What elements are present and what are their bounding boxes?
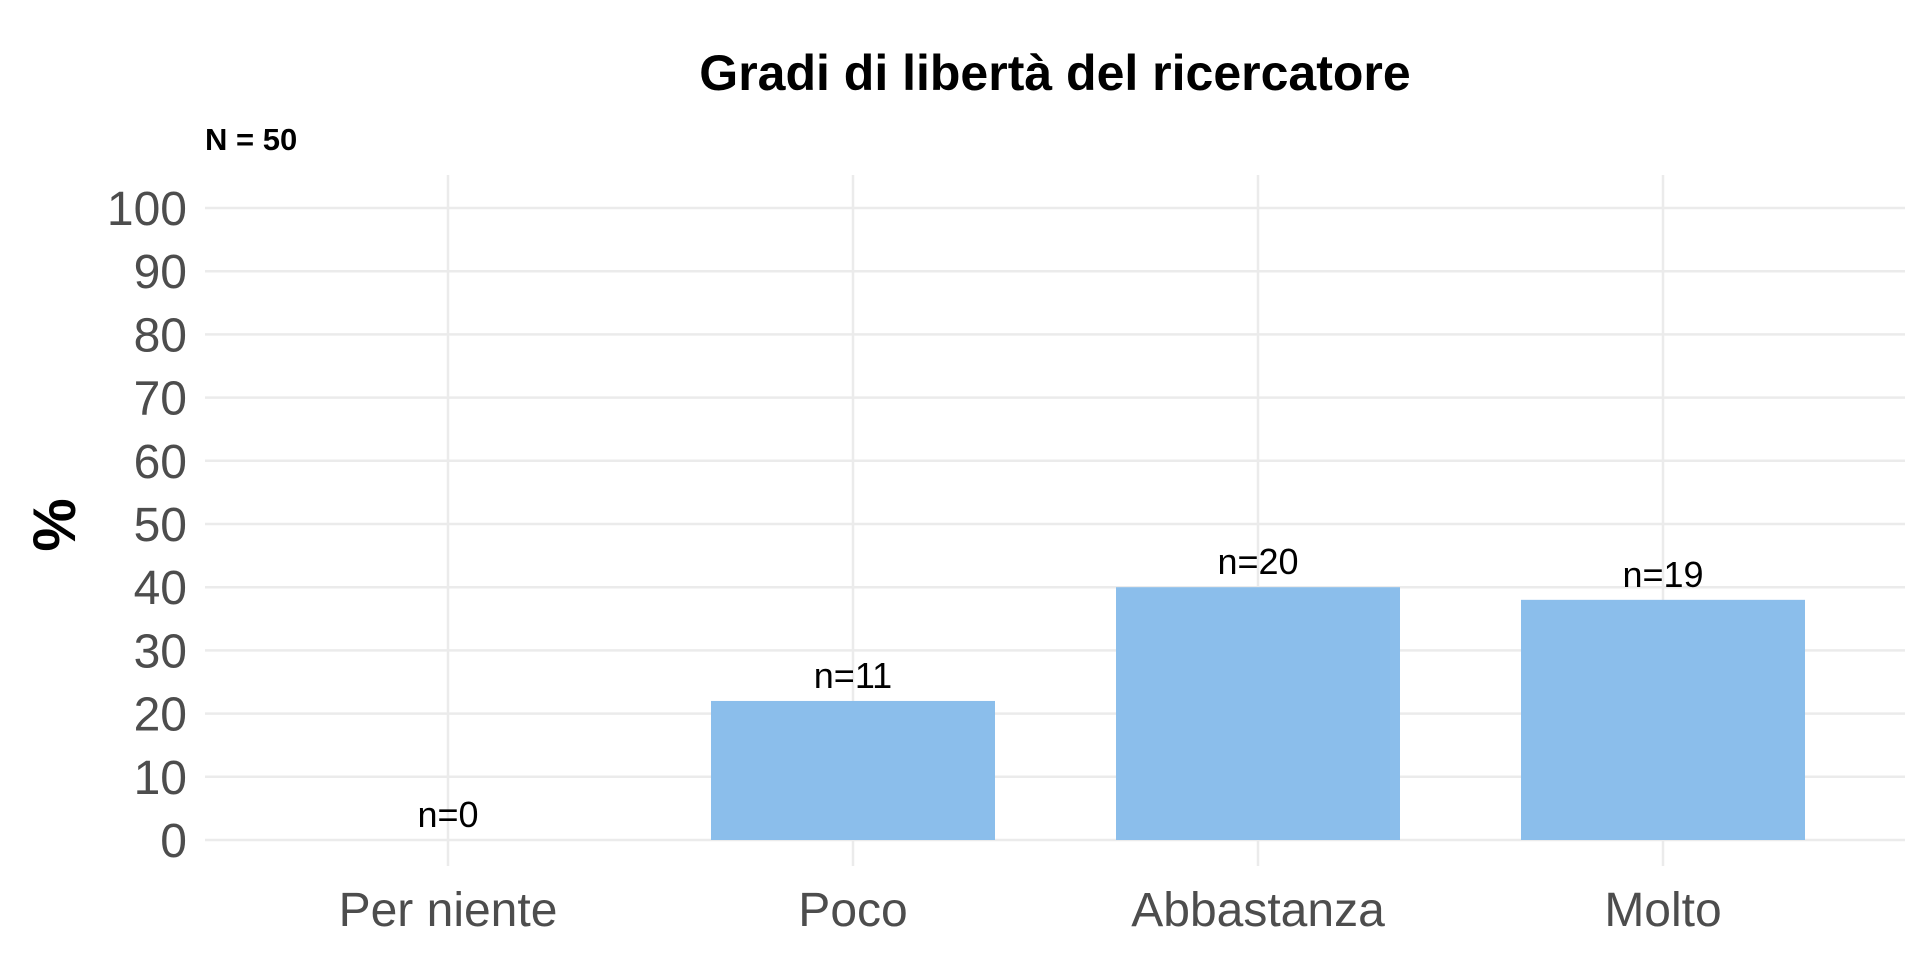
- bar: [711, 700, 995, 840]
- x-tick-label: Poco: [798, 884, 907, 937]
- y-tick-label: 50: [134, 499, 187, 552]
- y-tick-label: 40: [134, 562, 187, 615]
- x-tick-label: Per niente: [339, 884, 558, 937]
- x-tick-label: Molto: [1604, 884, 1721, 937]
- bar: [1116, 587, 1400, 840]
- y-tick-label: 10: [134, 752, 187, 805]
- y-tick-label: 70: [134, 373, 187, 426]
- x-tick-label: Abbastanza: [1131, 884, 1385, 937]
- bars: [711, 587, 1805, 840]
- data-label: n=0: [417, 794, 478, 835]
- chart-subtitle: N = 50: [205, 122, 297, 157]
- data-labels: n=0 n=11 n=20 n=19: [417, 541, 1703, 835]
- y-tick-label: 60: [134, 436, 187, 489]
- data-label: n=20: [1217, 541, 1298, 582]
- data-label: n=19: [1622, 554, 1703, 595]
- y-tick-label: 20: [134, 689, 187, 742]
- y-tick-label: 90: [134, 246, 187, 299]
- y-axis-ticks: 0 10 20 30 40 50 60 70 80 90 100: [107, 183, 187, 868]
- y-tick-label: 30: [134, 625, 187, 678]
- y-axis-label: %: [21, 498, 88, 551]
- data-label: n=11: [814, 655, 892, 696]
- bar: [1521, 599, 1805, 840]
- y-tick-label: 100: [107, 183, 187, 236]
- y-tick-label: 80: [134, 309, 187, 362]
- x-axis-ticks: Per niente Poco Abbastanza Molto: [339, 884, 1722, 937]
- chart-title: Gradi di libertà del ricercatore: [699, 45, 1410, 101]
- y-tick-label: 0: [160, 815, 187, 868]
